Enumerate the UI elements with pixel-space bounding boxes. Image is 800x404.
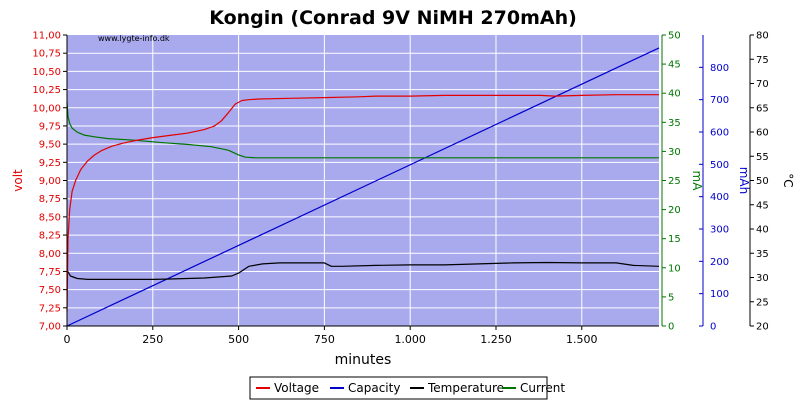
legend-box xyxy=(249,376,548,400)
volt-tick-label: 11,00 xyxy=(32,31,61,42)
mah-tick-label: 800 xyxy=(710,63,729,74)
temp-tick-label: 45 xyxy=(756,200,769,211)
ma-tick-label: 15 xyxy=(668,234,681,245)
ma-tick-label: 25 xyxy=(668,176,681,187)
volt-tick-label: 8,25 xyxy=(39,231,61,242)
x-tick-label: 250 xyxy=(142,333,163,346)
volt-tick-label: 7,75 xyxy=(39,267,61,278)
temp-tick-label: 70 xyxy=(756,79,769,90)
ma-tick-label: 20 xyxy=(668,205,681,216)
volt-axis-label: volt xyxy=(11,169,25,192)
mah-axis-label: mAh xyxy=(737,167,751,195)
x-axis-label: minutes xyxy=(335,352,392,368)
temp-tick-label: 20 xyxy=(756,322,769,333)
volt-tick-label: 7,25 xyxy=(39,303,61,314)
ma-tick-label: 45 xyxy=(668,60,681,71)
volt-tick-label: 9,00 xyxy=(39,176,61,187)
mah-tick-label: 600 xyxy=(710,128,729,139)
temp-tick-label: 65 xyxy=(756,103,769,114)
volt-tick-label: 8,75 xyxy=(39,194,61,205)
volt-tick-label: 9,50 xyxy=(39,140,61,151)
mah-tick-label: 700 xyxy=(710,95,729,106)
mah-tick-label: 200 xyxy=(710,257,729,268)
volt-tick-label: 10,00 xyxy=(32,103,61,114)
legend-label-voltage: Voltage xyxy=(274,381,319,395)
ma-tick-label: 30 xyxy=(668,147,681,158)
series-line-temperature xyxy=(67,261,660,280)
mah-tick-label: 0 xyxy=(710,322,716,333)
volt-tick-label: 7,50 xyxy=(39,285,61,296)
temp-tick-label: 50 xyxy=(756,176,769,187)
mah-tick-label: 100 xyxy=(710,289,729,300)
x-tick-label: 1.500 xyxy=(566,333,598,346)
legend-label-current: Current xyxy=(520,381,565,395)
ma-tick-label: 35 xyxy=(668,118,681,129)
mah-tick-label: 300 xyxy=(710,225,729,236)
legend-label-temperature: Temperature xyxy=(427,381,504,395)
temp-tick-label: 40 xyxy=(756,225,769,236)
volt-tick-label: 8,50 xyxy=(39,212,61,223)
x-tick-label: 0 xyxy=(64,333,71,346)
mah-tick-label: 400 xyxy=(710,192,729,203)
volt-tick-label: 7,00 xyxy=(39,322,61,333)
volt-tick-label: 10,75 xyxy=(32,49,61,60)
x-tick-label: 1.250 xyxy=(480,333,512,346)
volt-tick-label: 9,25 xyxy=(39,158,61,169)
temp-tick-label: 30 xyxy=(756,273,769,284)
ma-tick-label: 40 xyxy=(668,89,681,100)
temp-tick-label: 25 xyxy=(756,297,769,308)
temp-tick-label: 60 xyxy=(756,128,769,139)
ma-tick-label: 50 xyxy=(668,31,681,42)
temp-tick-label: 35 xyxy=(756,249,769,260)
temp-tick-label: 75 xyxy=(756,55,769,66)
volt-tick-label: 9,75 xyxy=(39,121,61,132)
series-line-voltage xyxy=(66,94,659,312)
temp-tick-label: 55 xyxy=(756,152,769,163)
temp-tick-label: 80 xyxy=(756,31,769,42)
legend-label-capacity: Capacity xyxy=(348,381,400,395)
series-line-current xyxy=(66,101,659,159)
ma-tick-label: 0 xyxy=(668,322,674,333)
watermark: www.lygte-info.dk xyxy=(98,34,170,43)
x-tick-label: 500 xyxy=(228,333,249,346)
mah-tick-label: 500 xyxy=(710,160,729,171)
temp-axis-label: °C xyxy=(781,173,795,187)
x-tick-label: 750 xyxy=(314,333,335,346)
ma-tick-label: 10 xyxy=(668,263,681,274)
volt-tick-label: 10,50 xyxy=(32,67,61,78)
ma-tick-label: 5 xyxy=(668,292,674,303)
ma-axis-label: mA xyxy=(690,171,704,192)
volt-tick-label: 10,25 xyxy=(32,85,61,96)
x-tick-label: 1.000 xyxy=(394,333,426,346)
chart-title: Kongin (Conrad 9V NiMH 270mAh) xyxy=(209,7,577,29)
volt-tick-label: 8,00 xyxy=(39,249,61,260)
